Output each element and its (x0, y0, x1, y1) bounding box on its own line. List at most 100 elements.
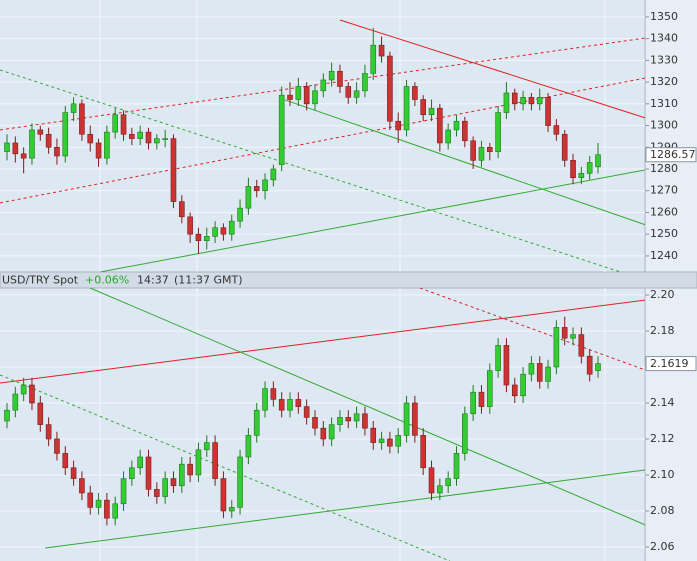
y-tick-label: 2.20 (650, 288, 675, 301)
candle-body (37, 402, 44, 425)
candle-body (12, 142, 19, 155)
candle-body (129, 133, 135, 139)
candle-body (486, 146, 493, 152)
candle-body (428, 467, 435, 494)
candle-body (195, 449, 202, 476)
candle-body (445, 129, 451, 144)
candle-body (536, 363, 543, 382)
candle-body (462, 413, 468, 454)
candle-body (353, 90, 360, 98)
candle-body (511, 384, 518, 397)
candle-body (453, 453, 460, 479)
trend-line (100, 169, 645, 272)
y-tick-label: 2.14 (650, 396, 675, 409)
y-tick-label: 2.08 (650, 504, 675, 517)
candle-body (20, 153, 27, 159)
candle-body (187, 463, 193, 476)
plot-background (0, 0, 645, 272)
time-gmt: (11:37 GMT) (174, 274, 243, 287)
candle-body (528, 97, 535, 105)
trend-line (0, 69, 621, 272)
candle-body (303, 406, 310, 418)
candle-body (29, 129, 35, 159)
plot-area (0, 288, 645, 561)
trend-line (89, 288, 645, 526)
candle-body (545, 366, 551, 382)
candle-body (270, 388, 277, 400)
candle-body (387, 55, 393, 122)
candle-body (79, 478, 85, 494)
candle-body (162, 138, 168, 140)
candle-body (528, 363, 535, 375)
y-tick-label: 2.06 (650, 540, 675, 553)
candle-body (120, 478, 127, 505)
candle-body (478, 146, 485, 161)
candle-body (578, 173, 585, 179)
y-tick-label: 1280 (650, 162, 678, 175)
last-price-label: 1286.57 (650, 148, 696, 161)
candle-body (503, 92, 510, 113)
candle-body (345, 417, 352, 422)
candle-body (278, 94, 285, 165)
candle-body (403, 402, 410, 436)
candle-body (237, 207, 243, 222)
candle-body (120, 114, 127, 135)
axis-background (645, 0, 697, 272)
trend-line (339, 19, 645, 119)
candle-body (29, 384, 35, 404)
candle-body (570, 334, 576, 339)
candle-body (37, 129, 44, 135)
candle-body (595, 154, 601, 168)
axis-background (645, 288, 697, 561)
candle-body (387, 438, 393, 447)
candle-body (228, 220, 235, 235)
candle-body (70, 103, 77, 113)
candle-body (253, 186, 260, 192)
candle-body (45, 424, 52, 440)
candle-body (520, 97, 526, 105)
candle-body (179, 463, 185, 487)
candle-body (170, 138, 177, 202)
candle-body (453, 120, 460, 131)
change: +0.06% (85, 274, 129, 287)
y-tick-label: 2.12 (650, 432, 675, 445)
candle-body (320, 427, 327, 440)
candle-body (337, 70, 343, 87)
candle-body (570, 160, 576, 179)
candle-body (4, 142, 10, 152)
candle-body (486, 370, 493, 407)
candle-body (54, 146, 60, 157)
candle-body (228, 507, 235, 512)
candle-body (328, 424, 335, 440)
title-bar (0, 271, 697, 289)
candle-body (470, 140, 476, 161)
candle-body (586, 162, 593, 174)
candle-body (553, 125, 560, 135)
candle-body (561, 327, 568, 339)
candle-body (362, 73, 368, 92)
candle-body (445, 478, 451, 487)
candle-body (62, 453, 69, 469)
candle-body (437, 107, 443, 144)
candle-body (104, 499, 110, 519)
candle-body (79, 103, 85, 135)
candle-body (170, 478, 177, 487)
candle-body (495, 345, 501, 371)
candle-body (511, 92, 518, 105)
candle-body (220, 227, 227, 235)
candle-body (270, 168, 277, 181)
candle-body (536, 97, 543, 105)
candle-body (179, 201, 185, 218)
candle-body (428, 107, 435, 116)
candle-body (312, 90, 318, 105)
plot-background (0, 288, 645, 561)
candle-body (495, 112, 501, 152)
time: 14:37 (137, 274, 169, 287)
trend-line (284, 99, 645, 226)
candle-body (337, 417, 343, 425)
candle-body (162, 478, 168, 497)
candle-body (70, 467, 77, 479)
candle-body (362, 413, 368, 429)
candle-body (54, 438, 60, 454)
